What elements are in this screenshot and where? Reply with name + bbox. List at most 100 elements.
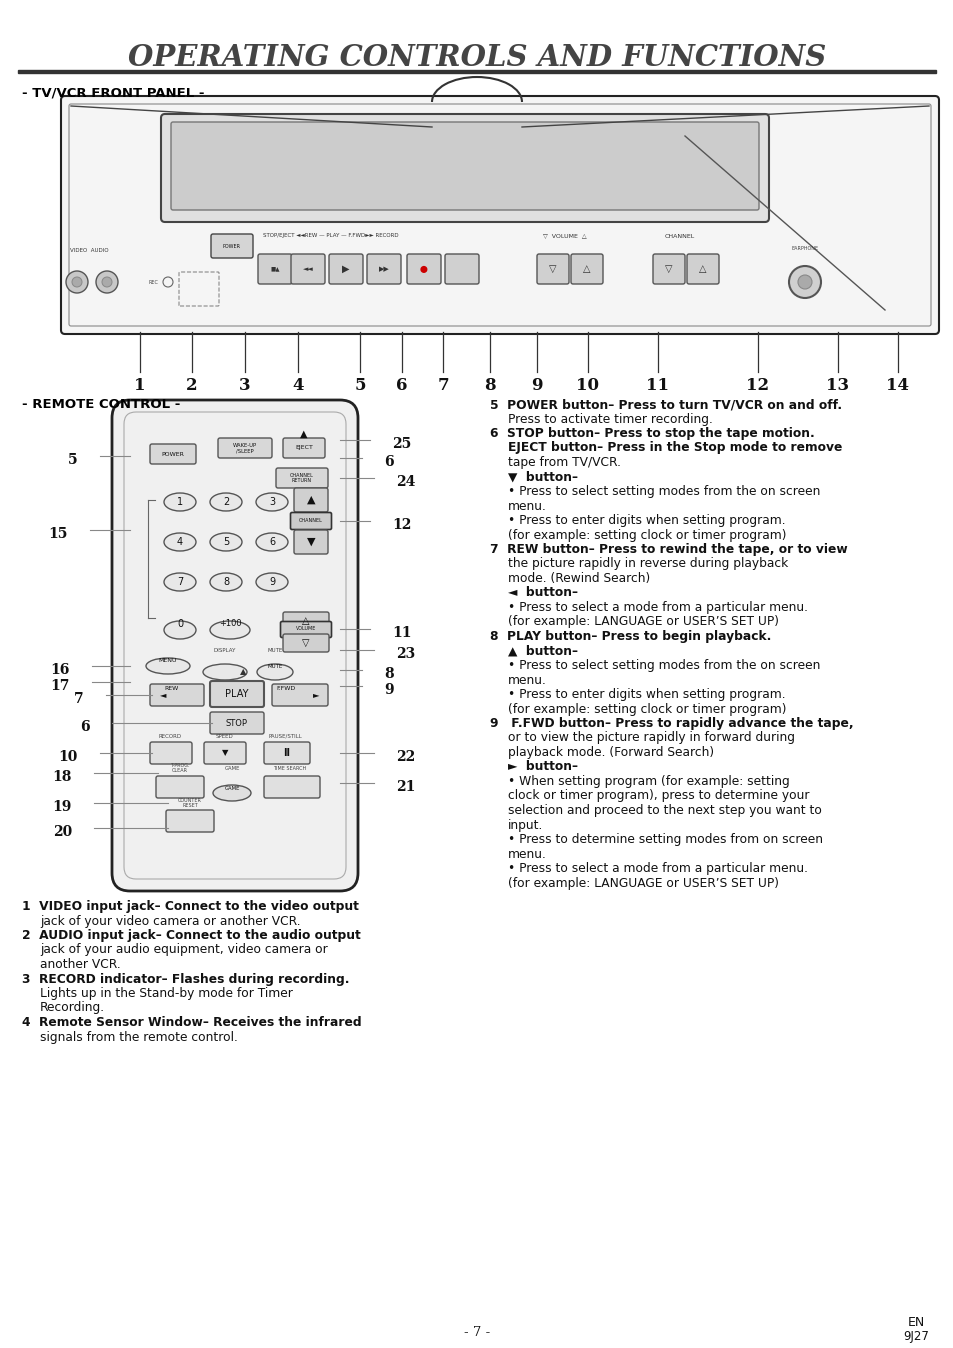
FancyBboxPatch shape xyxy=(367,253,400,284)
Text: or to view the picture rapidly in forward during: or to view the picture rapidly in forwar… xyxy=(507,732,794,744)
Text: playback mode. (Forward Search): playback mode. (Forward Search) xyxy=(507,745,714,759)
Text: 7: 7 xyxy=(176,577,183,586)
Text: ▶: ▶ xyxy=(342,264,350,274)
Circle shape xyxy=(797,275,811,288)
Text: 3: 3 xyxy=(239,376,251,394)
FancyBboxPatch shape xyxy=(283,438,325,458)
FancyBboxPatch shape xyxy=(272,683,328,706)
Ellipse shape xyxy=(255,493,288,511)
Text: ▼  button–: ▼ button– xyxy=(507,470,578,484)
Text: ▲  button–: ▲ button– xyxy=(507,644,578,658)
Text: 3  RECORD indicator– Flashes during recording.: 3 RECORD indicator– Flashes during recor… xyxy=(22,972,349,985)
Text: ▶▶: ▶▶ xyxy=(378,266,389,272)
Text: - TV/VCR FRONT PANEL -: - TV/VCR FRONT PANEL - xyxy=(22,88,204,100)
Text: EJECT: EJECT xyxy=(294,445,313,450)
Text: ▽: ▽ xyxy=(302,638,310,648)
Text: jack of your audio equipment, video camera or: jack of your audio equipment, video came… xyxy=(40,944,328,957)
Text: 2  AUDIO input jack– Connect to the audio output: 2 AUDIO input jack– Connect to the audio… xyxy=(22,929,360,942)
Text: PAUSE/STILL: PAUSE/STILL xyxy=(268,733,301,739)
Text: POWER: POWER xyxy=(161,452,184,457)
Text: 10: 10 xyxy=(58,749,78,764)
Text: ▲: ▲ xyxy=(300,429,308,439)
Text: 9: 9 xyxy=(384,683,394,697)
Text: ►  button–: ► button– xyxy=(507,760,578,774)
Text: ▼: ▼ xyxy=(307,537,314,547)
Text: mode. (Rewind Search): mode. (Rewind Search) xyxy=(507,572,650,585)
Text: 4: 4 xyxy=(292,376,303,394)
Text: △: △ xyxy=(302,616,310,625)
Text: 11: 11 xyxy=(392,625,411,640)
FancyBboxPatch shape xyxy=(571,253,602,284)
Text: 7: 7 xyxy=(74,692,84,706)
FancyBboxPatch shape xyxy=(61,96,938,334)
Text: WAKE-UP
/SLEEP: WAKE-UP /SLEEP xyxy=(233,442,256,453)
FancyBboxPatch shape xyxy=(112,400,357,891)
Text: (for example: LANGUAGE or USER’S SET UP): (for example: LANGUAGE or USER’S SET UP) xyxy=(507,616,779,628)
Text: ◄: ◄ xyxy=(159,690,166,700)
FancyBboxPatch shape xyxy=(280,621,331,638)
Text: tape from TV/VCR.: tape from TV/VCR. xyxy=(507,456,620,469)
Text: 7: 7 xyxy=(436,376,448,394)
FancyBboxPatch shape xyxy=(161,115,768,222)
FancyBboxPatch shape xyxy=(537,253,568,284)
Text: 6: 6 xyxy=(395,376,407,394)
Text: 1: 1 xyxy=(134,376,146,394)
Text: 20: 20 xyxy=(52,825,71,838)
Text: 17: 17 xyxy=(51,679,70,693)
Text: GAME: GAME xyxy=(224,766,239,771)
Text: EARPHONE: EARPHONE xyxy=(791,245,818,251)
Text: REC: REC xyxy=(148,279,158,284)
Text: 7  REW button– Press to rewind the tape, or to view: 7 REW button– Press to rewind the tape, … xyxy=(490,543,847,555)
Text: 14: 14 xyxy=(885,376,908,394)
Ellipse shape xyxy=(210,621,250,639)
Text: TIME SEARCH: TIME SEARCH xyxy=(274,766,306,771)
Text: • Press to enter digits when setting program.: • Press to enter digits when setting pro… xyxy=(507,687,785,701)
FancyBboxPatch shape xyxy=(150,741,192,764)
Ellipse shape xyxy=(146,658,190,674)
Text: clock or timer program), press to determine your: clock or timer program), press to determ… xyxy=(507,790,809,802)
Text: ◄◄: ◄◄ xyxy=(302,266,313,272)
Text: 5: 5 xyxy=(354,376,365,394)
Text: CHANNEL: CHANNEL xyxy=(664,233,695,239)
Text: signals from the remote control.: signals from the remote control. xyxy=(40,1030,237,1043)
Text: 15: 15 xyxy=(49,527,68,541)
FancyBboxPatch shape xyxy=(150,683,204,706)
Text: 6: 6 xyxy=(269,537,274,547)
Text: 12: 12 xyxy=(745,376,769,394)
Text: 0: 0 xyxy=(176,619,183,630)
Text: 9   F.FWD button– Press to rapidly advance the tape,: 9 F.FWD button– Press to rapidly advance… xyxy=(490,717,853,731)
Text: 8  PLAY button– Press to begin playback.: 8 PLAY button– Press to begin playback. xyxy=(490,630,771,643)
Text: STOP: STOP xyxy=(226,718,248,728)
Text: ▼: ▼ xyxy=(221,748,228,758)
Text: EN: EN xyxy=(906,1316,923,1329)
Text: T-PROG.
CLEAR: T-PROG. CLEAR xyxy=(170,763,190,774)
Text: +100: +100 xyxy=(218,620,241,628)
Text: menu.: menu. xyxy=(507,500,546,512)
Text: II: II xyxy=(283,748,291,758)
Text: GAME: GAME xyxy=(224,786,239,791)
Text: DISPLAY: DISPLAY xyxy=(213,647,236,652)
Ellipse shape xyxy=(210,573,242,590)
Ellipse shape xyxy=(256,665,293,679)
FancyBboxPatch shape xyxy=(291,512,331,530)
Text: MENU: MENU xyxy=(158,659,177,663)
FancyBboxPatch shape xyxy=(294,488,328,512)
FancyBboxPatch shape xyxy=(652,253,684,284)
Text: STOP/EJECT ◄◄REW — PLAY — F.FWD►► RECORD: STOP/EJECT ◄◄REW — PLAY — F.FWD►► RECORD xyxy=(263,233,398,239)
Ellipse shape xyxy=(203,665,247,679)
Text: ◄  button–: ◄ button– xyxy=(507,586,578,600)
Text: 23: 23 xyxy=(395,647,415,661)
Text: the picture rapidly in reverse during playback: the picture rapidly in reverse during pl… xyxy=(507,558,787,570)
Text: 21: 21 xyxy=(395,780,415,794)
FancyBboxPatch shape xyxy=(156,776,204,798)
FancyBboxPatch shape xyxy=(150,443,195,464)
Circle shape xyxy=(71,276,82,287)
Text: input.: input. xyxy=(507,818,543,832)
FancyBboxPatch shape xyxy=(264,776,319,798)
Text: 22: 22 xyxy=(395,749,415,764)
Text: • Press to select a mode from a particular menu.: • Press to select a mode from a particul… xyxy=(507,861,807,875)
Text: 2: 2 xyxy=(186,376,197,394)
FancyBboxPatch shape xyxy=(283,634,329,652)
Text: 5: 5 xyxy=(223,537,229,547)
Text: EJECT button– Press in the Stop mode to remove: EJECT button– Press in the Stop mode to … xyxy=(507,442,841,454)
